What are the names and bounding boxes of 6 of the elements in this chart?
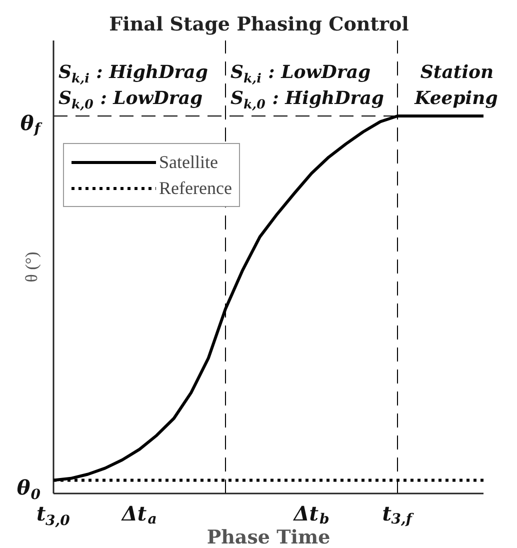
y-axis-title: θ (°) <box>22 252 41 282</box>
text: Station Keeping <box>414 62 498 109</box>
legend-label: Reference <box>159 177 232 199</box>
chart-title: Final Stage Phasing Control <box>109 14 409 36</box>
legend-label: Satellite <box>159 151 218 173</box>
x-axis-title: Phase Time <box>206 526 330 548</box>
